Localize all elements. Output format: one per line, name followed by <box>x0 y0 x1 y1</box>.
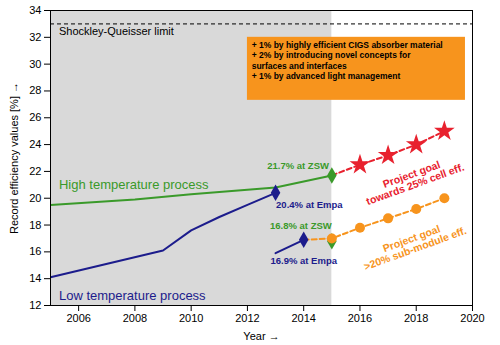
svg-text:28: 28 <box>29 84 41 96</box>
svg-text:2010: 2010 <box>179 312 203 324</box>
svg-text:2014: 2014 <box>291 312 315 324</box>
svg-text:26: 26 <box>29 111 41 123</box>
svg-text:High temperature process: High temperature process <box>59 177 209 192</box>
svg-text:32: 32 <box>29 31 41 43</box>
svg-text:Record efficiency values [%] →: Record efficiency values [%] → <box>8 82 20 234</box>
svg-text:30: 30 <box>29 58 41 70</box>
svg-text:16.9% at Empa: 16.9% at Empa <box>270 255 337 266</box>
svg-text:Project goaltowards 25% cell e: Project goaltowards 25% cell eff. <box>361 151 466 207</box>
svg-text:Year →: Year → <box>243 330 279 342</box>
svg-text:Low temperature process: Low temperature process <box>59 288 206 303</box>
svg-text:2020: 2020 <box>460 312 484 324</box>
svg-text:2016: 2016 <box>348 312 372 324</box>
svg-text:21.7% at ZSW: 21.7% at ZSW <box>267 160 329 171</box>
svg-text:18: 18 <box>29 219 41 231</box>
svg-text:20: 20 <box>29 192 41 204</box>
svg-text:Shockley-Queisser limit: Shockley-Queisser limit <box>59 25 174 37</box>
svg-text:34: 34 <box>29 4 41 16</box>
svg-text:+ 1% by highly efficient CIGS: + 1% by highly efficient CIGS absorber m… <box>252 40 443 82</box>
svg-text:12: 12 <box>29 299 41 311</box>
svg-text:16.8% at ZSW: 16.8% at ZSW <box>270 220 332 231</box>
svg-text:2008: 2008 <box>123 312 147 324</box>
svg-text:22: 22 <box>29 165 41 177</box>
svg-text:20.4% at Empa: 20.4% at Empa <box>276 199 343 210</box>
svg-text:2012: 2012 <box>235 312 259 324</box>
svg-text:2006: 2006 <box>66 312 90 324</box>
svg-text:2018: 2018 <box>404 312 428 324</box>
svg-text:16: 16 <box>29 245 41 257</box>
svg-text:24: 24 <box>29 138 41 150</box>
svg-text:Project goal>20% sub-module ef: Project goal>20% sub-module eff. <box>358 214 467 272</box>
svg-text:14: 14 <box>29 272 41 284</box>
